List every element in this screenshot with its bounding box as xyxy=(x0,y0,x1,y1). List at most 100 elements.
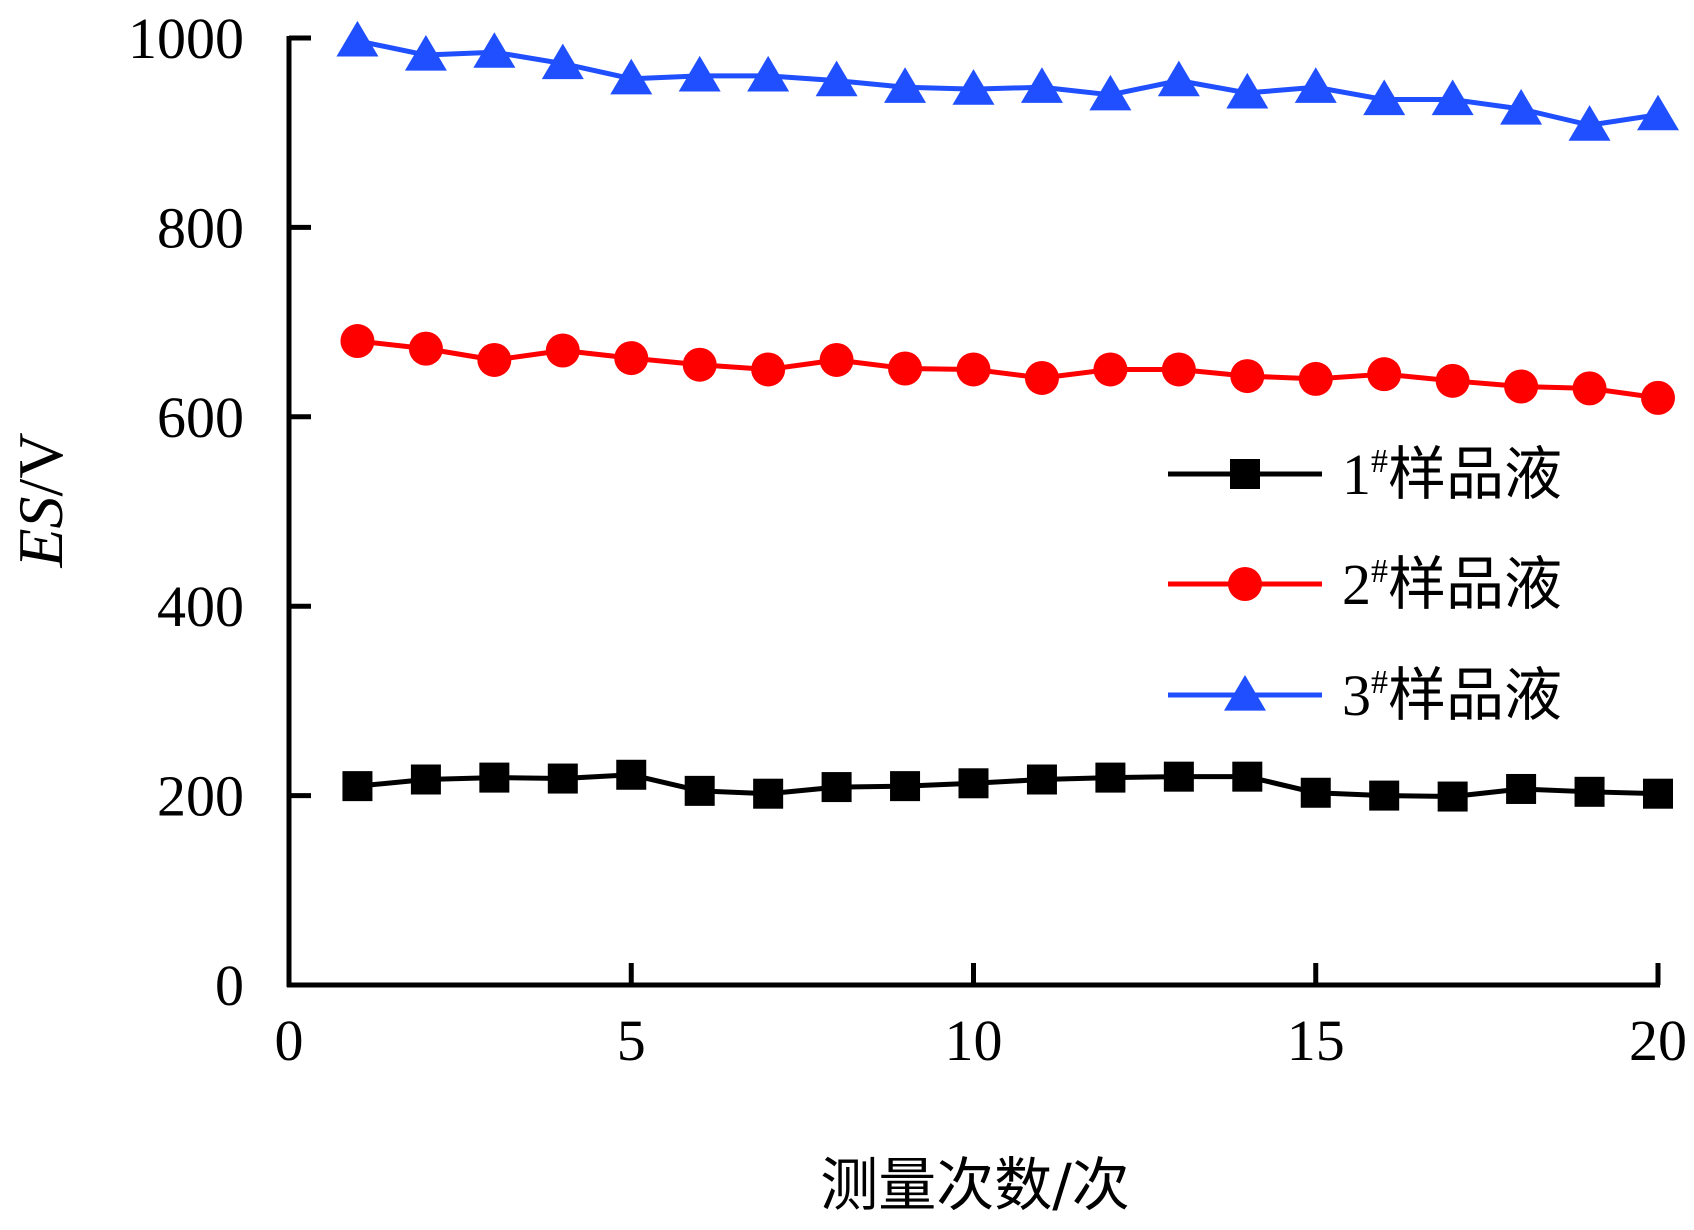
legend-label: 2#样品液 xyxy=(1342,550,1562,618)
series-1-point xyxy=(1026,764,1057,795)
series-1-point xyxy=(753,778,784,809)
series-1-point xyxy=(479,762,510,793)
series-3-point xyxy=(1020,67,1063,103)
series-2-point xyxy=(1093,352,1128,387)
series-1-point xyxy=(1163,761,1194,792)
series-3-point xyxy=(1431,79,1474,116)
legend-label-name: 样品液 xyxy=(1388,440,1562,508)
series-1-point xyxy=(1506,773,1537,804)
legend-swatch-marker xyxy=(1228,567,1262,601)
series-2-point xyxy=(477,342,512,377)
series-2-point xyxy=(751,352,786,387)
y-tick-label: 0 xyxy=(215,953,244,1018)
series-3-point xyxy=(1637,94,1679,131)
series-2-point xyxy=(614,341,649,376)
series-3-point xyxy=(1226,72,1269,109)
legend-item-1: 1#样品液 xyxy=(1168,440,1562,508)
series-2-point xyxy=(1367,357,1402,392)
series-2-point xyxy=(1572,371,1607,406)
y-tick-label: 200 xyxy=(157,764,244,829)
x-tick-label: 10 xyxy=(945,1008,1003,1073)
y-axis-label-unit: /V xyxy=(5,432,76,496)
legend-label: 3#样品液 xyxy=(1342,661,1562,729)
series-1-point xyxy=(1574,776,1605,807)
series-2-point xyxy=(888,351,923,386)
series-2-point xyxy=(956,352,991,387)
series-3-point xyxy=(473,32,516,68)
series-2-point xyxy=(1230,359,1265,394)
legend-swatch-marker xyxy=(1224,675,1266,711)
legend-swatch-marker xyxy=(1230,459,1260,489)
series-3 xyxy=(336,20,1679,141)
series-2-point xyxy=(819,342,854,377)
series-3-point xyxy=(952,69,995,105)
legend-label-superscript: # xyxy=(1371,553,1388,590)
series-3-point xyxy=(884,67,927,103)
series-2-point xyxy=(408,331,443,366)
series-1-point xyxy=(958,768,989,799)
axis-ticks: 0 200 400 600 800 1000 0 5 10 15 20 xyxy=(128,6,1687,1073)
series-3-point xyxy=(404,35,447,71)
axes xyxy=(286,36,1660,988)
series-2-point xyxy=(545,333,580,368)
y-axis-label-quantity: ES xyxy=(5,496,76,568)
legend-label-number: 2 xyxy=(1342,552,1371,617)
series-2-point xyxy=(340,324,375,359)
series-1-point xyxy=(342,771,373,802)
series-3-point xyxy=(336,20,379,57)
legend-label-number: 1 xyxy=(1342,442,1371,507)
series-2-point xyxy=(1298,361,1333,396)
series-2-point xyxy=(1435,363,1470,398)
series-3-point xyxy=(815,60,858,97)
series-3-point xyxy=(1157,60,1200,97)
series-1-point xyxy=(1437,781,1468,812)
series-1-point xyxy=(890,771,921,802)
series-2-point xyxy=(1641,380,1675,415)
series-1 xyxy=(342,759,1673,812)
series-1-point xyxy=(1095,762,1126,793)
series-3-point xyxy=(1500,89,1543,125)
y-tick-label: 800 xyxy=(157,195,244,260)
series-3-point xyxy=(610,58,653,95)
legend-label-number: 3 xyxy=(1342,663,1371,728)
legend-label-name: 样品液 xyxy=(1388,661,1562,729)
legend-label-superscript: # xyxy=(1371,664,1388,701)
series-2-point xyxy=(1024,360,1059,395)
series-1-point xyxy=(684,775,715,806)
y-tick-label: 1000 xyxy=(128,6,244,71)
series-1-point xyxy=(547,763,578,794)
series-1-point xyxy=(821,772,852,803)
series-1-point xyxy=(410,764,441,795)
series-2-point xyxy=(682,347,717,382)
y-axis-label: ES/V xyxy=(5,432,76,568)
x-tick-label: 15 xyxy=(1287,1008,1345,1073)
x-tick-label: 0 xyxy=(275,1008,304,1073)
series-2 xyxy=(340,324,1675,415)
x-tick-label: 5 xyxy=(617,1008,646,1073)
x-tick-label: 20 xyxy=(1629,1008,1687,1073)
legend-item-2: 2#样品液 xyxy=(1168,550,1562,618)
series-3-point xyxy=(747,55,790,92)
legend-label-superscript: # xyxy=(1371,443,1388,480)
series-2-point xyxy=(1504,369,1539,404)
series-layer xyxy=(336,20,1679,812)
y-tick-label: 600 xyxy=(157,385,244,450)
series-1-point xyxy=(1369,780,1400,811)
series-3-point xyxy=(1363,79,1406,116)
series-3-point xyxy=(1089,74,1132,111)
series-3-point xyxy=(678,55,721,92)
legend-label: 1#样品液 xyxy=(1342,440,1562,508)
series-2-point xyxy=(1161,352,1196,387)
series-1-point xyxy=(1232,761,1263,792)
series-1-point xyxy=(1643,778,1673,809)
series-3-point xyxy=(541,43,584,80)
series-3-point xyxy=(1568,105,1611,141)
series-3-point xyxy=(1294,67,1337,103)
series-1-point xyxy=(1300,777,1331,808)
legend-label-name: 样品液 xyxy=(1388,550,1562,618)
legend-item-3: 3#样品液 xyxy=(1168,661,1562,729)
y-tick-label: 400 xyxy=(157,574,244,639)
series-1-point xyxy=(616,759,647,790)
